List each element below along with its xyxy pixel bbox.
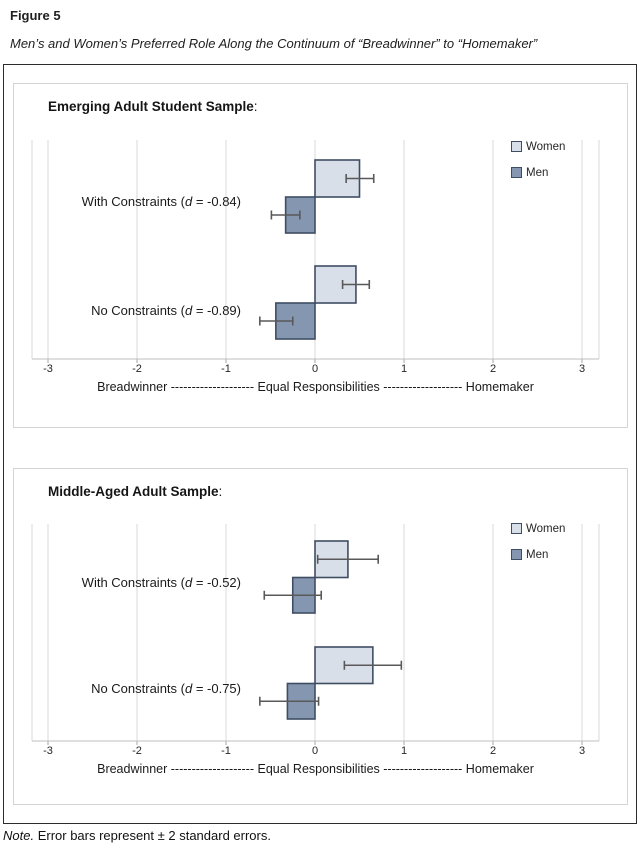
legend-item-men: Men bbox=[511, 548, 565, 561]
x-axis-tick-label: 0 bbox=[311, 745, 319, 757]
x-axis-tick-label: -1 bbox=[221, 363, 231, 375]
x-axis-tick-label: 2 bbox=[489, 745, 497, 757]
figure-number: Figure 5 bbox=[10, 8, 61, 23]
x-axis-tick-label: 3 bbox=[578, 745, 586, 757]
x-axis-label: Breadwinner -------------------- Equal R… bbox=[97, 762, 534, 776]
category-label-no-constraints: No Constraints (d = -0.89) bbox=[0, 303, 241, 318]
x-axis-tick-label: -1 bbox=[221, 745, 231, 757]
category-label-no-constraints: No Constraints (d = -0.75) bbox=[0, 681, 241, 696]
chart-legend: Women Men bbox=[511, 522, 565, 574]
legend-label-men: Men bbox=[526, 548, 549, 561]
x-axis-tick-label: -2 bbox=[132, 745, 142, 757]
legend-item-women: Women bbox=[511, 140, 565, 153]
x-axis-tick-label: 1 bbox=[400, 745, 408, 757]
effect-size-value: = -0.84) bbox=[192, 194, 241, 209]
women-swatch-icon bbox=[511, 523, 522, 534]
x-axis-tick-label: 0 bbox=[311, 363, 319, 375]
category-label-text: No Constraints ( bbox=[91, 303, 185, 318]
men-swatch-icon bbox=[511, 167, 522, 178]
x-axis-tick-label: -3 bbox=[43, 745, 53, 757]
figure-title: Men’s and Women’s Preferred Role Along t… bbox=[10, 36, 538, 51]
sample-heading: Emerging Adult Student Sample: bbox=[48, 99, 258, 114]
legend-label-women: Women bbox=[526, 140, 566, 153]
x-axis-label: Breadwinner -------------------- Equal R… bbox=[97, 380, 534, 394]
legend-label-men: Men bbox=[526, 166, 549, 179]
note-word: Note. bbox=[3, 828, 35, 843]
category-label-with-constraints: With Constraints (d = -0.52) bbox=[0, 575, 241, 590]
effect-size-value: = -0.52) bbox=[192, 575, 241, 590]
category-label-text: With Constraints ( bbox=[81, 194, 185, 209]
chart-panel-emerging-adult: Emerging Adult Student Sample: With Cons… bbox=[13, 83, 628, 428]
category-label-text: With Constraints ( bbox=[81, 575, 185, 590]
chart-panel-middle-aged: Middle-Aged Adult Sample: With Constrain… bbox=[13, 468, 628, 805]
chart-legend: Women Men bbox=[511, 140, 565, 192]
x-axis-ticks: -3 -2 -1 0 1 2 3 bbox=[14, 745, 627, 759]
figure-note: Note. Error bars represent ± 2 standard … bbox=[3, 828, 271, 843]
effect-size-d: d bbox=[184, 681, 193, 696]
legend-item-men: Men bbox=[511, 166, 565, 179]
legend-item-women: Women bbox=[511, 522, 565, 535]
x-axis-tick-label: 1 bbox=[400, 363, 408, 375]
x-axis-ticks: -3 -2 -1 0 1 2 3 bbox=[14, 363, 627, 377]
sample-heading-colon: : bbox=[218, 484, 223, 499]
bar-chart-emerging-adult bbox=[31, 140, 600, 363]
x-axis-tick-label: -2 bbox=[132, 363, 142, 375]
sample-heading-text: Middle-Aged Adult Sample bbox=[48, 484, 219, 499]
x-axis-tick-label: -3 bbox=[43, 363, 53, 375]
effect-size-d: d bbox=[184, 575, 193, 590]
sample-heading-text: Emerging Adult Student Sample bbox=[48, 99, 254, 114]
men-swatch-icon bbox=[511, 549, 522, 560]
effect-size-d: d bbox=[184, 303, 193, 318]
category-label-text: No Constraints ( bbox=[91, 681, 185, 696]
effect-size-d: d bbox=[184, 194, 193, 209]
category-label-with-constraints: With Constraints (d = -0.84) bbox=[0, 194, 241, 209]
note-text: Error bars represent ± 2 standard errors… bbox=[34, 828, 271, 843]
effect-size-value: = -0.75) bbox=[192, 681, 241, 696]
legend-label-women: Women bbox=[526, 522, 566, 535]
bar-chart-middle-aged bbox=[31, 524, 600, 745]
women-swatch-icon bbox=[511, 141, 522, 152]
sample-heading: Middle-Aged Adult Sample: bbox=[48, 484, 222, 499]
x-axis-tick-label: 3 bbox=[578, 363, 586, 375]
sample-heading-colon: : bbox=[253, 99, 258, 114]
effect-size-value: = -0.89) bbox=[192, 303, 241, 318]
x-axis-tick-label: 2 bbox=[489, 363, 497, 375]
